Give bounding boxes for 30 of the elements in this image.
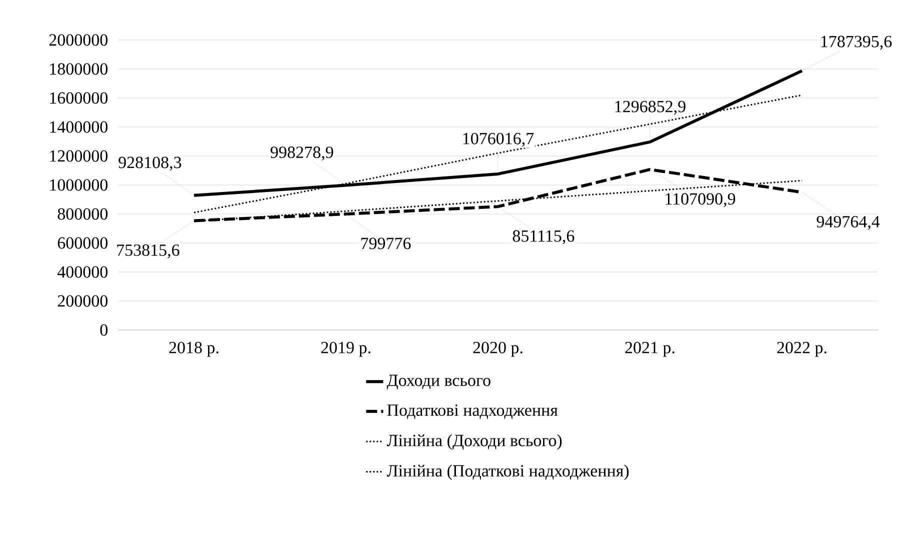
data-label: 753815,6 — [117, 244, 180, 258]
x-tick-label: 2021 р. — [625, 342, 674, 357]
data-label: 851115,6 — [512, 230, 574, 244]
data-label: 949764,4 — [816, 216, 880, 230]
x-tick-label: 2018 р. — [169, 342, 218, 357]
y-tick-label: 2000000 — [49, 34, 108, 46]
data-label: 928108,3 — [118, 156, 182, 171]
data-label: 1787395,6 — [821, 36, 892, 50]
y-tick-label: 200000 — [58, 295, 108, 307]
y-tick-label: 400000 — [57, 266, 108, 278]
y-tick-label: 600000 — [58, 237, 108, 249]
legend-label: Лінійна (Доходи всього) — [386, 434, 562, 450]
y-tick-label: 1600000 — [50, 92, 108, 104]
data-label: 998278,9 — [270, 146, 334, 160]
x-tick-label: 2019 р. — [321, 342, 370, 357]
y-tick-label: 0 — [100, 324, 108, 336]
x-tick-label: 2020 р. — [473, 342, 522, 357]
data-label: 1296852,9 — [615, 100, 686, 115]
y-tick-label: 1400000 — [50, 121, 108, 133]
data-label: 1076016,7 — [463, 132, 534, 147]
legend-label: Доходи всього — [386, 374, 490, 390]
y-tick-label: 1800000 — [50, 63, 108, 75]
x-tick-label: 2022 р. — [777, 342, 826, 357]
y-tick-label: 1200000 — [50, 150, 108, 162]
data-label: 1107090,9 — [666, 193, 736, 208]
y-tick-label: 1000000 — [50, 179, 108, 191]
legend-label: Лінійна (Податкові надходження) — [386, 464, 629, 480]
data-label: 799776 — [361, 238, 411, 250]
y-tick-label: 800000 — [58, 208, 108, 220]
legend-label: Податкові надходження — [387, 404, 558, 420]
